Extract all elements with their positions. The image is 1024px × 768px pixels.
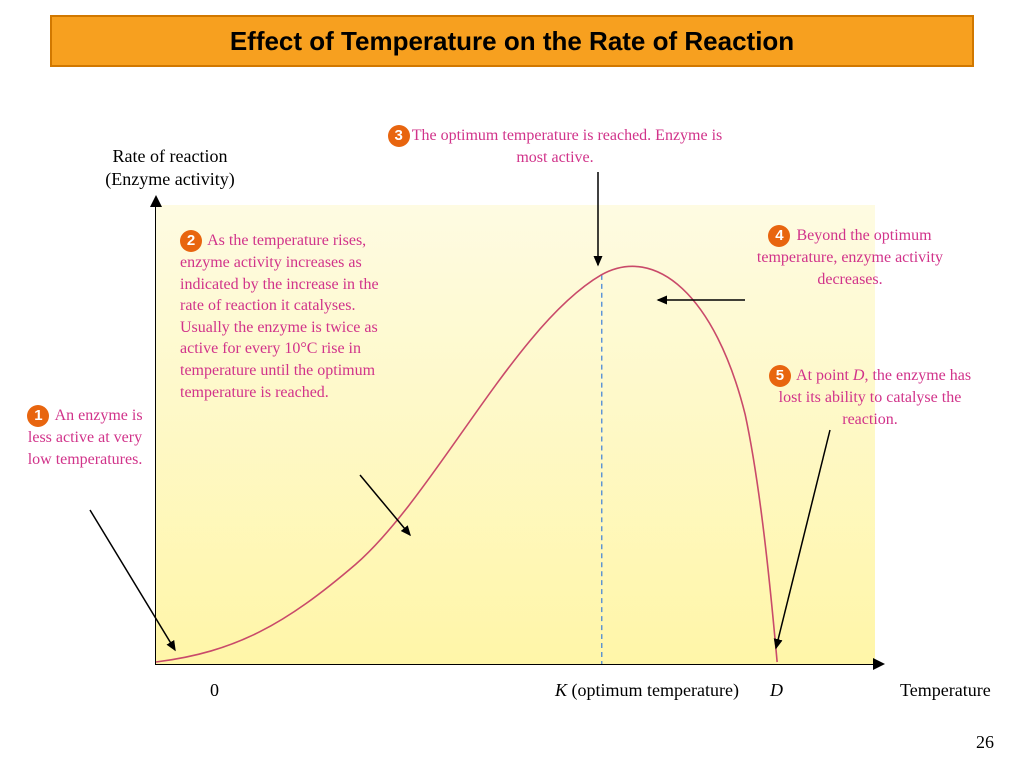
callout-5: 5 At point D, the enzyme has lost its ab… [760,365,980,430]
y-label-line1: Rate of reaction [113,146,228,166]
badge-1-icon: 1 [27,405,49,427]
callout-4: 4 Beyond the optimum temperature, enzyme… [740,225,960,290]
callout-5-d: D [853,367,865,384]
callout-3: 3The optimum temperature is reached. Enz… [380,125,730,169]
badge-4-icon: 4 [768,225,790,247]
badge-5-icon: 5 [769,365,791,387]
badge-3-icon: 3 [388,125,410,147]
page-number: 26 [976,732,994,753]
x-axis-label: Temperature [900,680,991,701]
badge-2-icon: 2 [180,230,202,252]
x-k-label: K (optimum temperature) [555,680,739,701]
callout-2-text: As the temperature rises, enzyme activit… [180,232,379,401]
y-axis-arrow-icon [150,195,162,207]
callout-1: 1 An enzyme is less active at very low t… [20,405,150,470]
y-label-line2: (Enzyme activity) [105,169,234,189]
x-k-rest: (optimum temperature) [567,680,739,700]
callout-3-text: The optimum temperature is reached. Enzy… [412,127,723,166]
title-banner: Effect of Temperature on the Rate of Rea… [50,15,974,67]
callout-5-text-a: At point [793,367,853,384]
callout-2: 2 As the temperature rises, enzyme activ… [180,230,405,403]
slide-title: Effect of Temperature on the Rate of Rea… [230,26,794,57]
x-axis-arrow-icon [873,658,885,670]
x-k-italic: K [555,680,567,700]
y-axis-label: Rate of reaction (Enzyme activity) [90,145,250,192]
x-origin-label: 0 [210,680,219,701]
x-d-label: D [770,680,783,701]
